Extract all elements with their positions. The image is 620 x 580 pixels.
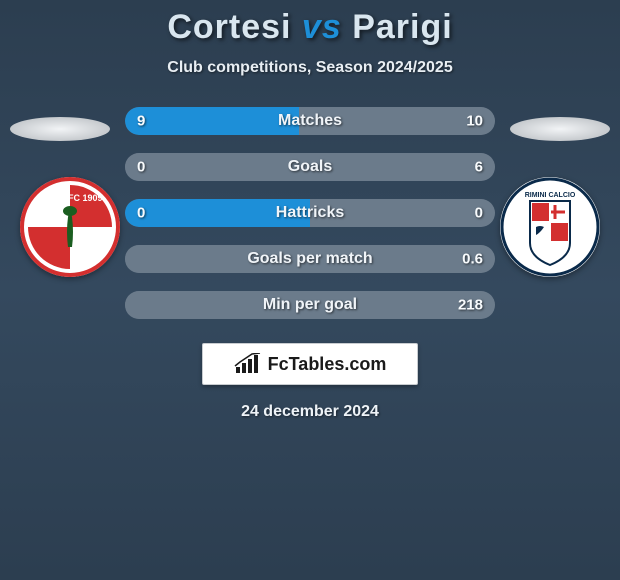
- stat-value-left: 0: [137, 159, 145, 176]
- svg-text:CARPI FC 1909: CARPI FC 1909: [37, 193, 102, 203]
- stat-value-left: 9: [137, 113, 145, 130]
- stat-row: Goals 0 6: [125, 153, 495, 181]
- date-label: 24 december 2024: [0, 403, 620, 421]
- player1-silhouette: [10, 117, 110, 141]
- player1-name: Cortesi: [167, 8, 291, 46]
- player2-silhouette: [510, 117, 610, 141]
- stat-row: Goals per match 0.6: [125, 245, 495, 273]
- player2-name: Parigi: [352, 8, 452, 46]
- carpi-logo-icon: CARPI FC 1909: [20, 177, 120, 277]
- rimini-logo-icon: RIMINI CALCIO: [500, 177, 600, 277]
- stat-label: Goals: [288, 158, 332, 176]
- stat-label: Goals per match: [247, 250, 372, 268]
- stat-value-right: 6: [475, 159, 483, 176]
- stat-row: Hattricks 0 0: [125, 199, 495, 227]
- brand-text: FcTables.com: [268, 354, 387, 375]
- stat-bar-left: [125, 107, 299, 135]
- stat-value-right: 0: [475, 205, 483, 222]
- stat-value-right: 218: [458, 297, 483, 314]
- stat-label: Min per goal: [263, 296, 357, 314]
- stat-row: Min per goal 218: [125, 291, 495, 319]
- stat-value-right: 0.6: [462, 251, 483, 268]
- brand-box[interactable]: FcTables.com: [202, 343, 418, 385]
- vs-label: vs: [302, 8, 342, 46]
- page-title: Cortesi vs Parigi: [0, 8, 620, 47]
- club-badge-left: CARPI FC 1909: [20, 177, 120, 277]
- brand-chart-icon: [234, 353, 262, 375]
- svg-text:RIMINI CALCIO: RIMINI CALCIO: [525, 192, 576, 199]
- stats-bars: Matches 9 10 Goals 0 6 Hattricks 0 0 Goals per ma…: [125, 107, 495, 319]
- stat-value-left: 0: [137, 205, 145, 222]
- header: Cortesi vs Parigi Club competitions, Sea…: [0, 0, 620, 77]
- subtitle: Club competitions, Season 2024/2025: [0, 59, 620, 77]
- stat-label: Hattricks: [276, 204, 344, 222]
- club-badge-right: RIMINI CALCIO: [500, 177, 600, 277]
- stat-label: Matches: [278, 112, 342, 130]
- stat-row: Matches 9 10: [125, 107, 495, 135]
- stat-value-right: 10: [466, 113, 483, 130]
- content-area: CARPI FC 1909 RIMINI CALCIO Matches 9 10 Go…: [0, 107, 620, 421]
